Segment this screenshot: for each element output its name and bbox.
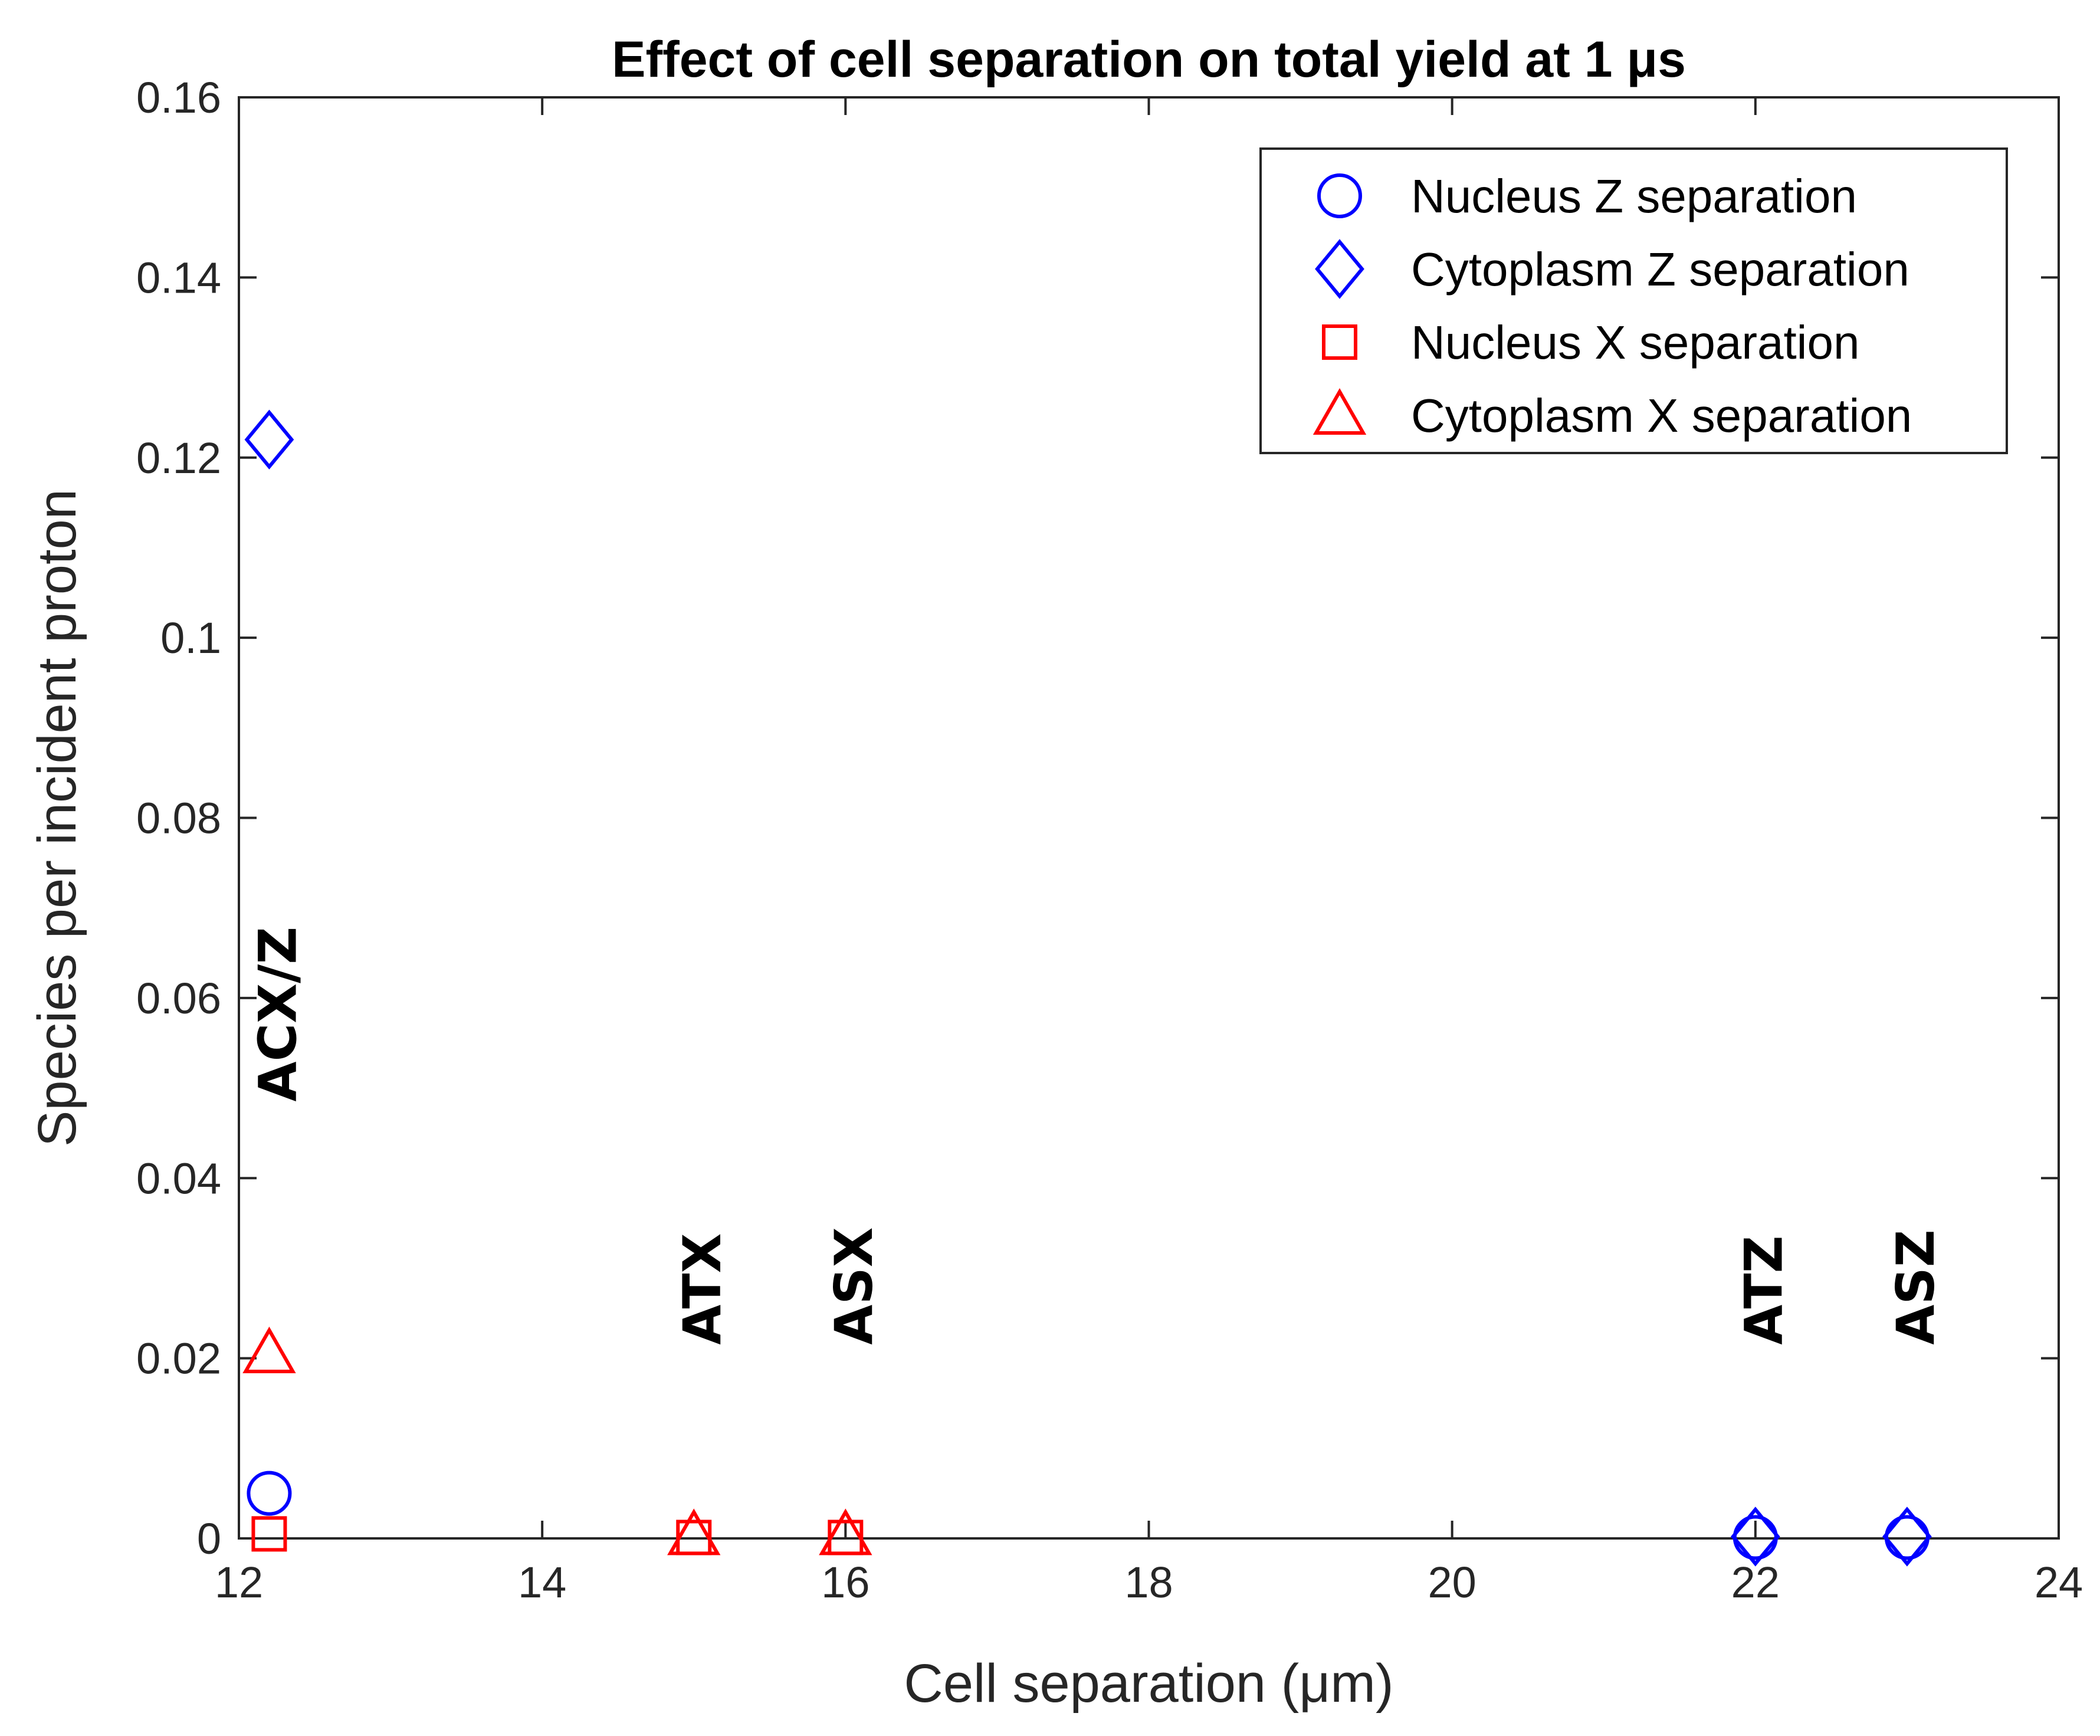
x-tick-label: 12 [215,1558,263,1607]
series-square [251,1516,864,1555]
legend-marker-triangle [1312,388,1367,435]
chart-title: Effect of cell separation on total yield… [612,31,1686,88]
annotation-label: ACX/Z [247,927,308,1101]
legend-label: Nucleus Z separation [1411,170,1857,222]
annotation-label: ASX [823,1227,884,1344]
data-point-diamond [244,409,294,470]
annotation-label: ASZ [1885,1229,1946,1344]
legend-marker-diamond [1315,239,1364,299]
annotation-label: ATZ [1734,1236,1794,1345]
y-tick-label: 0.1 [160,613,221,662]
data-point-circle [247,1471,292,1516]
x-tick-label: 14 [518,1558,566,1607]
y-tick-label: 0.04 [136,1154,221,1203]
y-tick-label: 0.06 [136,974,221,1023]
legend-label: Cytoplasm X separation [1411,389,1912,442]
data-point-triangle [667,1508,721,1555]
data-point-diamond [1882,1507,1932,1567]
legend-box [1259,147,2008,454]
annotations-layer: ACX/Z ATX ASX ATZ ASZ [247,927,1946,1345]
y-tick-label: 0.02 [136,1334,221,1383]
series-circle [247,1471,1930,1560]
annotation-label: ATX [672,1233,733,1345]
y-tick-label: 0.08 [136,794,221,843]
data-points-layer [242,409,1932,1567]
x-axis-title: Cell separation (μm) [904,1653,1393,1714]
x-tick-label: 18 [1124,1558,1173,1607]
legend: Nucleus Z separation Cytoplasm Z separati… [1259,147,2008,454]
data-point-diamond [1730,1507,1780,1567]
legend-label: Cytoplasm Z separation [1411,243,1909,296]
series-diamond [244,409,1932,1567]
data-point-triangle [242,1326,296,1373]
y-tick-label: 0 [197,1514,221,1563]
data-point-square [251,1516,287,1552]
y-axis-title: Species per incident proton [27,489,87,1147]
legend-label: Nucleus X separation [1411,316,1859,369]
y-tick-label: 0.14 [136,253,221,302]
data-point-triangle [819,1508,872,1555]
x-tick-label: 16 [821,1558,869,1607]
axes-layer [238,96,2060,1540]
y-tick-label: 0.12 [136,434,221,483]
y-tick-label: 0.16 [136,73,221,122]
legend-marker-square [1322,324,1357,360]
x-tick-label: 24 [2035,1558,2083,1607]
tick-labels-layer: 12 14 16 18 20 22 2400.020.040.060.080.10.120.… [136,73,2083,1607]
series-triangle [242,1326,872,1555]
x-tick-label: 20 [1428,1558,1476,1607]
legend-marker-circle [1317,173,1362,218]
